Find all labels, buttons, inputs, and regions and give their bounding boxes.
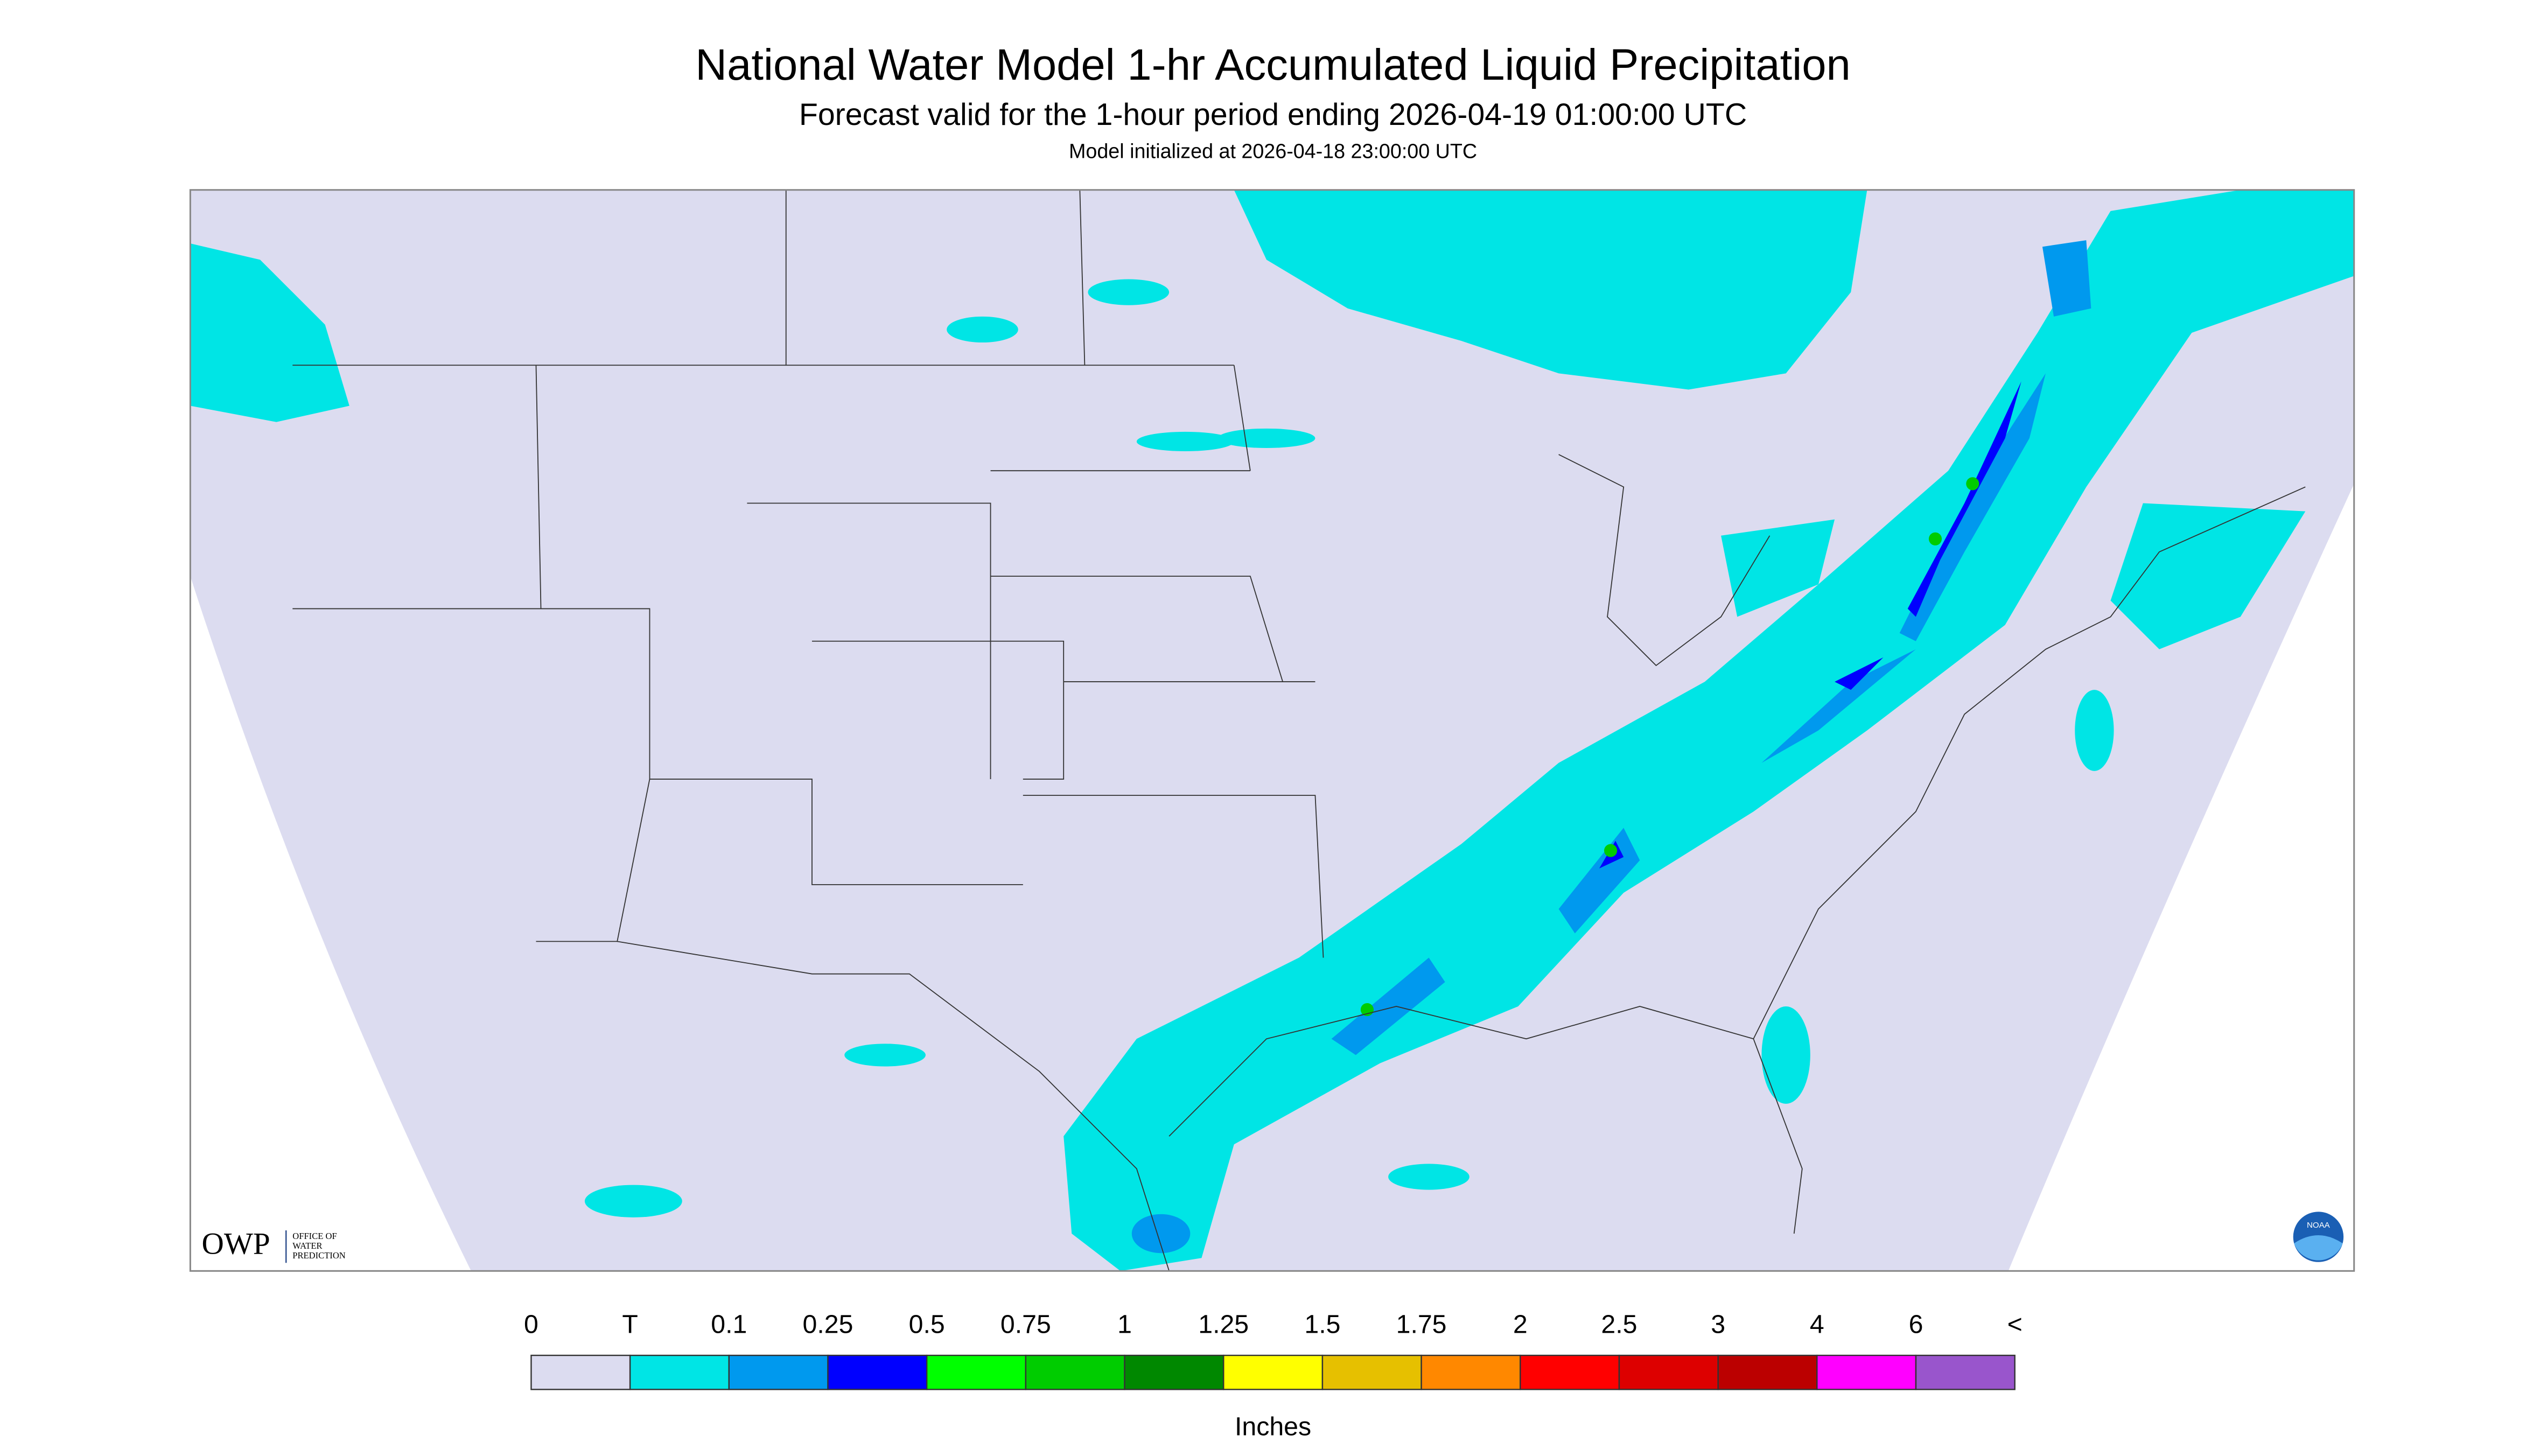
legend-label: 1.5	[1304, 1310, 1340, 1339]
legend-swatch	[1025, 1354, 1125, 1390]
legend-swatch	[1717, 1354, 1818, 1390]
legend-swatch	[926, 1354, 1027, 1390]
logo-subtext: WATER	[292, 1241, 323, 1251]
badge-text: NOAA	[2307, 1221, 2331, 1230]
logo-subtext: PREDICTION	[292, 1250, 345, 1261]
legend-label: 0.25	[803, 1310, 853, 1339]
subtitle: Forecast valid for the 1-hour period end…	[799, 97, 1747, 132]
init-time: Model initialized at 2026-04-18 23:00:00…	[1069, 139, 1477, 162]
boundaries	[292, 190, 2306, 1271]
legend-label: 6	[1909, 1310, 1923, 1339]
noaa-badge: NOAA	[2291, 1210, 2346, 1264]
legend-swatch	[1816, 1354, 1917, 1390]
model-domain	[190, 190, 2354, 1271]
legend-swatch	[1520, 1354, 1620, 1390]
legend-swatch	[629, 1354, 730, 1390]
owp-logo: OWP OFFICE OF WATER PREDICTION	[201, 1227, 346, 1263]
precip-very-heavy	[1360, 477, 1979, 1017]
map: OWP OFFICE OF WATER PREDICTION NOAA	[189, 189, 2355, 1272]
legend-swatch	[1223, 1354, 1324, 1390]
logo-text: OWP	[201, 1227, 270, 1261]
map-frame	[189, 189, 2355, 1272]
legend-label: 3	[1711, 1310, 1725, 1339]
legend: 0 T 0.1 0.25 0.5 0.75 1 1.25 1.5 1.75 2 2.5 3 4 6 <	[524, 1310, 2023, 1390]
precip-moderate	[1131, 240, 2091, 1254]
legend-label: 1.25	[1198, 1310, 1249, 1339]
legend-label: 4	[1810, 1310, 1824, 1339]
legend-swatch	[1618, 1354, 1719, 1390]
legend-label: 0	[524, 1310, 538, 1339]
legend-label: 1.75	[1396, 1310, 1447, 1339]
legend-label: 0.75	[1000, 1310, 1051, 1339]
legend-swatch	[530, 1354, 631, 1390]
legend-swatch	[827, 1354, 928, 1390]
legend-label: T	[622, 1310, 638, 1339]
legend-label: 0.1	[711, 1310, 747, 1339]
legend-label: 2.5	[1601, 1310, 1637, 1339]
legend-swatch	[1321, 1354, 1422, 1390]
legend-label: 1	[1117, 1310, 1132, 1339]
title: National Water Model 1-hr Accumulated Li…	[695, 40, 1850, 89]
legend-label: 0.5	[909, 1310, 945, 1339]
logo-subtext: OFFICE OF	[292, 1231, 337, 1241]
legend-label: <	[2007, 1310, 2023, 1339]
legend-swatch	[1421, 1354, 1521, 1390]
legend-swatch	[1124, 1354, 1224, 1390]
badge-wave	[2294, 1235, 2343, 1261]
legend-label: 2	[1513, 1310, 1528, 1339]
legend-swatch	[728, 1354, 829, 1390]
legend-unit: Inches	[1235, 1412, 1311, 1441]
legend-swatch	[1915, 1354, 2016, 1390]
